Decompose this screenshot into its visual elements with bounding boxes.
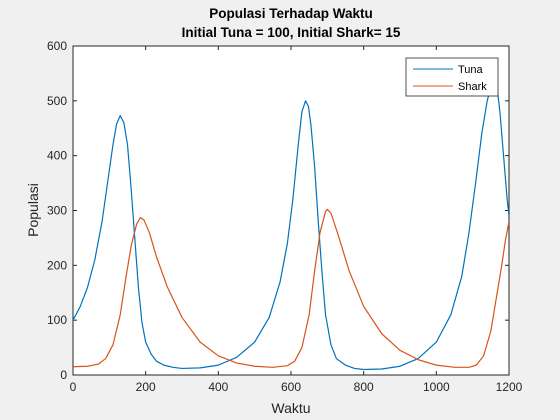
legend-entry-tuna: Tuna bbox=[458, 64, 484, 76]
series-line-tuna bbox=[73, 81, 509, 371]
x-tick-label: 1000 bbox=[423, 380, 450, 394]
y-tick-label: 100 bbox=[47, 313, 67, 327]
y-axis-ticks: 0 100 200 300 400 500 600 bbox=[47, 39, 509, 382]
legend-entry-shark: Shark bbox=[458, 81, 487, 93]
y-tick-label: 300 bbox=[47, 204, 67, 218]
chart-title: Populasi Terhadap Waktu bbox=[209, 6, 373, 21]
legend: Tuna Shark bbox=[405, 57, 499, 97]
chart-subtitle: Initial Tuna = 100, Initial Shark= 15 bbox=[182, 25, 401, 40]
y-tick-label: 200 bbox=[47, 258, 67, 272]
x-tick-label: 800 bbox=[354, 380, 374, 394]
x-tick-label: 200 bbox=[136, 380, 156, 394]
series-line-shark bbox=[73, 208, 509, 368]
x-axis-ticks: 0 200 400 600 800 1000 1200 bbox=[70, 46, 523, 394]
x-tick-label: 1200 bbox=[496, 380, 523, 394]
y-tick-label: 500 bbox=[47, 94, 67, 108]
y-tick-label: 0 bbox=[60, 368, 67, 382]
x-tick-label: 400 bbox=[208, 380, 228, 394]
legend-box bbox=[405, 57, 499, 97]
y-axis-label: Populasi bbox=[25, 183, 41, 237]
x-axis-label: Waktu bbox=[271, 400, 310, 416]
x-tick-label: 0 bbox=[70, 380, 77, 394]
x-tick-label: 600 bbox=[281, 380, 301, 394]
y-tick-label: 600 bbox=[47, 39, 67, 53]
y-tick-label: 400 bbox=[47, 149, 67, 163]
series-layer bbox=[73, 81, 509, 371]
